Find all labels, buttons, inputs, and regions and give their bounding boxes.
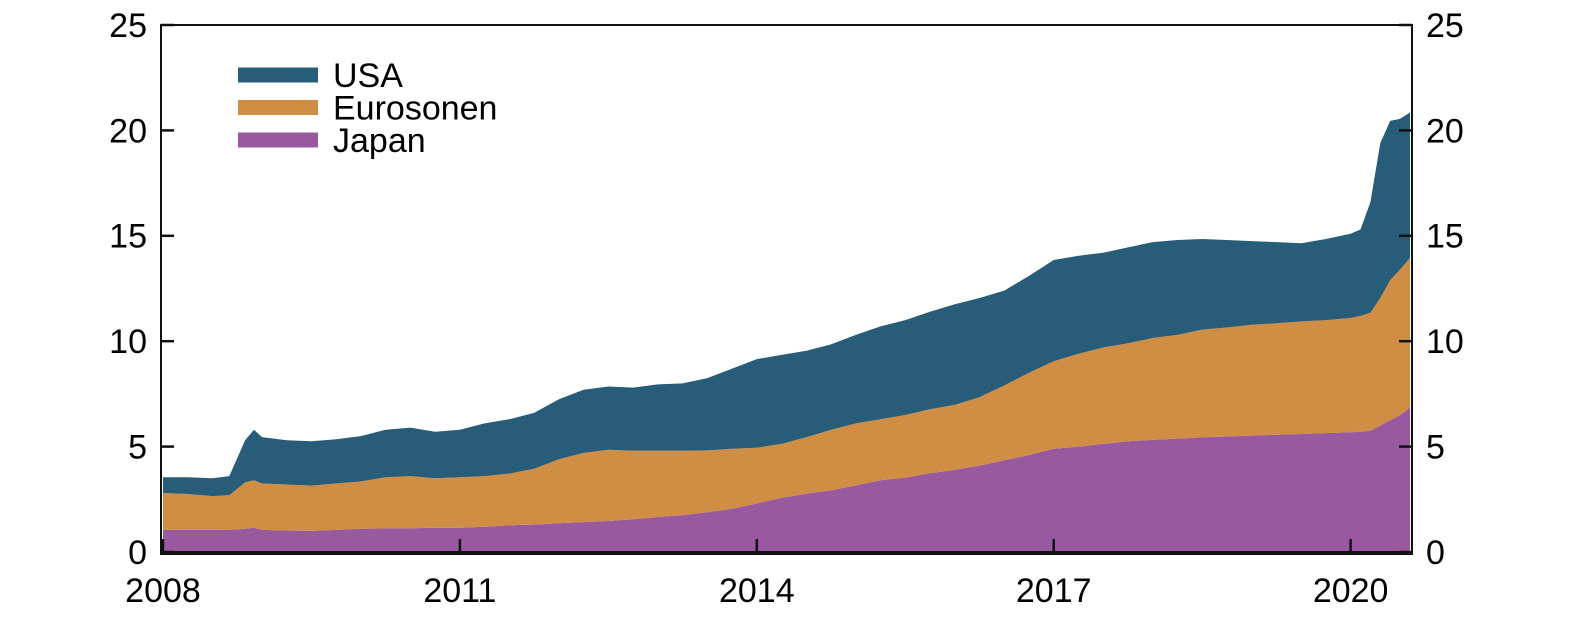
x-tick-label: 2014	[719, 572, 795, 610]
y-tick-label-right: 10	[1426, 323, 1464, 361]
x-tick-label: 2008	[125, 572, 201, 610]
x-tick-label: 2011	[423, 572, 496, 610]
y-tick-label-left: 20	[109, 112, 147, 150]
y-tick-label-right: 15	[1426, 218, 1464, 256]
legend-label-japan: Japan	[333, 122, 426, 160]
x-tick-label: 2017	[1016, 572, 1092, 610]
area-usa	[163, 112, 1410, 497]
y-tick-label-right: 5	[1426, 429, 1445, 467]
y-tick-label-right: 25	[1426, 7, 1464, 45]
legend-swatch-japan	[238, 132, 318, 148]
area-eurosonen	[163, 257, 1410, 531]
legend-swatch-usa	[238, 67, 318, 83]
legend-swatch-eurosonen	[238, 100, 318, 115]
y-tick-label-left: 0	[128, 534, 147, 572]
legend-label-eurosonen: Eurosonen	[333, 89, 497, 127]
x-tick-label: 2020	[1313, 572, 1389, 610]
y-tick-label-left: 5	[128, 429, 147, 467]
y-tick-label-left: 15	[109, 218, 147, 256]
y-tick-label-right: 20	[1426, 112, 1464, 150]
legend-label-usa: USA	[333, 57, 403, 95]
y-tick-label-left: 25	[109, 7, 147, 45]
area-japan	[163, 407, 1410, 552]
y-tick-label-right: 0	[1426, 534, 1445, 572]
y-tick-label-left: 10	[109, 323, 147, 361]
